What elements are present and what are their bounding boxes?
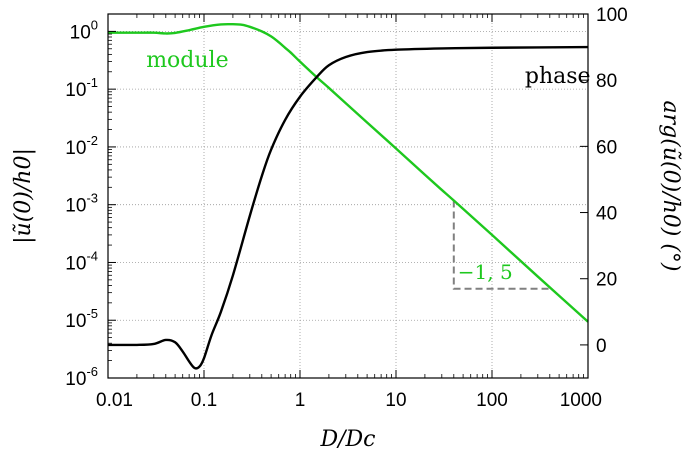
tick-base: 10 bbox=[65, 196, 86, 217]
y-left-tick-label: 10-4 bbox=[65, 248, 98, 274]
y-right-tick-label: 40 bbox=[596, 204, 617, 225]
slope-triangle bbox=[452, 200, 552, 290]
x-tick-label: 100 bbox=[476, 390, 508, 411]
tick-base: 10 bbox=[65, 253, 86, 274]
tick-exponent: -1 bbox=[86, 75, 98, 90]
tick-base: 10 bbox=[65, 80, 86, 101]
tick-exponent: -4 bbox=[86, 248, 98, 263]
y-left-tick-label: 10-1 bbox=[65, 75, 98, 101]
y-right-tick-label: 60 bbox=[596, 137, 617, 158]
y-left-tick-label: 10-5 bbox=[65, 306, 98, 332]
tick-base: 10 bbox=[65, 311, 86, 332]
y-axis-left-label: |ũ(0)/h0| bbox=[11, 148, 36, 244]
annotation-layer bbox=[452, 200, 552, 290]
tick-exponent: -5 bbox=[86, 306, 98, 321]
series-layer bbox=[107, 22, 589, 370]
tick-exponent: -2 bbox=[86, 133, 98, 148]
series-label-module: module bbox=[146, 48, 228, 73]
y-left-tick-label: 10-2 bbox=[65, 133, 98, 159]
grid-layer bbox=[107, 14, 589, 378]
slope-annotation-label: −1, 5 bbox=[458, 260, 513, 284]
tick-exponent: -3 bbox=[86, 191, 98, 206]
tick-base: 10 bbox=[65, 138, 86, 159]
x-tick-label: 10 bbox=[385, 390, 406, 411]
y-right-tick-label: 20 bbox=[596, 270, 617, 291]
plot-frame bbox=[107, 13, 589, 379]
y-right-tick-label: 0 bbox=[596, 336, 607, 357]
x-axis-label: D/Dc bbox=[319, 427, 375, 452]
y-left-tick-label: 100 bbox=[70, 17, 98, 43]
x-tick-label: 0.1 bbox=[191, 390, 217, 411]
y-axis-right-label: arg(ũ(0)/h0) (°) bbox=[658, 101, 683, 272]
series-line-phase bbox=[107, 45, 589, 370]
tick-layer: 0.01 0.1 1 10 100 100010010-110-210-310-410-5… bbox=[65, 5, 627, 411]
series-line-module bbox=[108, 22, 589, 323]
x-tick-label: 1000 bbox=[560, 390, 602, 411]
x-tick-label: 0.01 bbox=[96, 390, 133, 411]
y-left-tick-label: 10-3 bbox=[65, 191, 98, 217]
tick-exponent: 0 bbox=[91, 17, 98, 32]
tick-exponent: -6 bbox=[86, 364, 98, 379]
y-right-tick-label: 80 bbox=[596, 71, 617, 92]
tick-base: 10 bbox=[65, 369, 86, 390]
y-left-tick-label: 10-6 bbox=[65, 364, 98, 390]
tick-base: 10 bbox=[70, 22, 91, 43]
series-label-phase: phase bbox=[525, 64, 591, 89]
x-tick-label: 1 bbox=[295, 390, 306, 411]
y-right-tick-label: 100 bbox=[596, 5, 628, 26]
